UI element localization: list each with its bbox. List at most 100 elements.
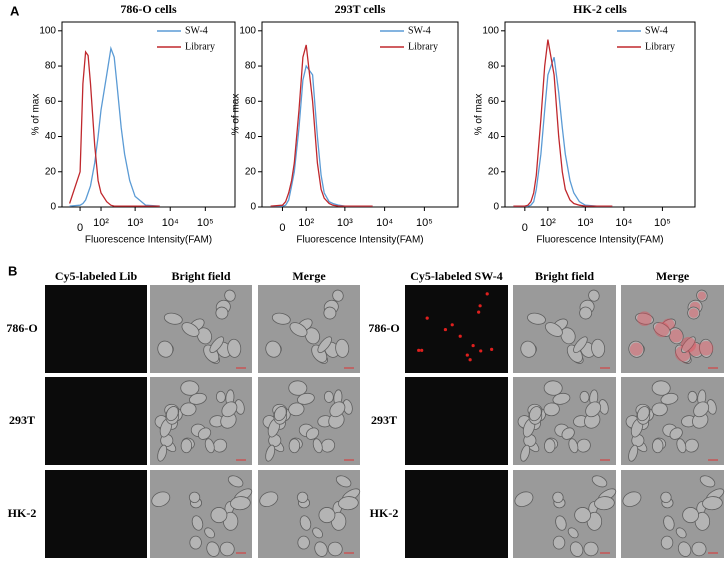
cell <box>651 402 668 417</box>
image-background <box>405 377 508 465</box>
cell <box>288 380 308 396</box>
micrograph <box>513 470 617 558</box>
panel-label: B <box>8 263 17 278</box>
fluorescent-spot <box>477 310 481 314</box>
y-tick-label: 20 <box>245 166 257 177</box>
series-line <box>270 64 373 207</box>
x-axis-label: Fluorescence Intensity(FAM) <box>85 235 212 246</box>
cell <box>594 496 615 511</box>
cell <box>273 406 287 422</box>
panel-label: A <box>10 3 20 18</box>
column-header: Cy5-labeled SW-4 <box>410 269 503 283</box>
micrograph <box>513 285 616 373</box>
cell <box>318 507 336 524</box>
cell <box>691 541 707 557</box>
series-line <box>68 50 160 207</box>
cell <box>520 340 537 358</box>
cell <box>271 312 291 325</box>
cell <box>543 380 563 396</box>
fluorescent-spot <box>420 348 424 352</box>
series-line <box>69 45 160 207</box>
micrograph <box>258 377 360 465</box>
cell <box>288 402 305 417</box>
cell <box>668 327 684 345</box>
cell <box>544 322 563 337</box>
legend-label: SW-4 <box>185 25 208 36</box>
series-line <box>513 39 613 207</box>
x-tick-label: 10⁵ <box>416 217 433 229</box>
micrograph <box>621 470 725 558</box>
fluorescent-overlay <box>654 322 670 338</box>
cell <box>335 475 352 488</box>
micrograph <box>150 285 252 373</box>
series-line <box>513 56 613 207</box>
cell <box>635 312 654 325</box>
cell <box>628 340 645 358</box>
cell <box>681 336 696 354</box>
fluorescent-spot <box>471 343 475 348</box>
fluorescent-spot <box>443 327 448 332</box>
cell <box>259 491 279 508</box>
image-background <box>405 470 508 558</box>
y-axis-label: % of max <box>231 94 242 136</box>
cell <box>567 527 579 539</box>
cell <box>585 401 602 418</box>
legend-label: Library <box>408 41 438 52</box>
fluorescent-spot <box>478 304 482 308</box>
fluorescent-spot <box>490 347 494 351</box>
cell <box>188 491 201 504</box>
fluorescent-overlay <box>669 329 683 343</box>
x-tick-label: 10⁴ <box>615 217 632 229</box>
cell <box>552 392 571 405</box>
y-tick-label: 40 <box>45 131 57 142</box>
x-tick-label: 10² <box>298 217 314 229</box>
y-tick-label: 20 <box>45 166 57 177</box>
y-tick-label: 40 <box>488 131 500 142</box>
cell <box>663 515 675 531</box>
x-tick-label: 10⁵ <box>654 217 671 229</box>
fluorescent-overlay <box>637 311 652 327</box>
legend-label: SW-4 <box>645 25 668 36</box>
cell <box>555 515 567 531</box>
cell <box>329 401 346 418</box>
y-tick-label: 100 <box>239 25 256 36</box>
cell <box>338 496 359 511</box>
fluorescent-spot <box>465 353 469 357</box>
cell <box>323 390 334 403</box>
cell <box>304 327 321 345</box>
micrograph <box>405 470 508 558</box>
image-background <box>45 377 147 465</box>
cell <box>227 475 244 488</box>
cell <box>221 401 238 418</box>
cell <box>151 491 171 508</box>
y-tick-label: 100 <box>39 25 56 36</box>
cell <box>219 541 235 557</box>
fluorescent-overlay <box>697 291 707 300</box>
micrograph <box>45 285 147 373</box>
row-label: 786-O <box>6 321 37 335</box>
image-background <box>45 470 147 558</box>
cell <box>209 336 224 354</box>
series-line <box>270 44 373 207</box>
cell <box>317 336 332 354</box>
cell <box>224 289 236 302</box>
y-axis-label: % of max <box>474 94 485 136</box>
cell <box>180 402 197 417</box>
image-background <box>405 285 508 373</box>
y-tick-label: 60 <box>45 96 57 107</box>
x-tick-label: 10³ <box>127 217 143 229</box>
cell <box>569 541 584 557</box>
cell <box>327 541 343 557</box>
cell <box>180 438 193 454</box>
micrograph <box>45 470 147 558</box>
fluorescent-overlay <box>698 341 714 356</box>
row-label: 293T <box>9 413 35 427</box>
cell <box>206 541 220 557</box>
x-axis-label: Fluorescence Intensity(FAM) <box>296 235 423 246</box>
y-tick-label: 20 <box>488 166 500 177</box>
cell <box>669 427 683 440</box>
cell <box>660 491 672 504</box>
cell <box>157 444 168 462</box>
cell <box>652 438 664 454</box>
